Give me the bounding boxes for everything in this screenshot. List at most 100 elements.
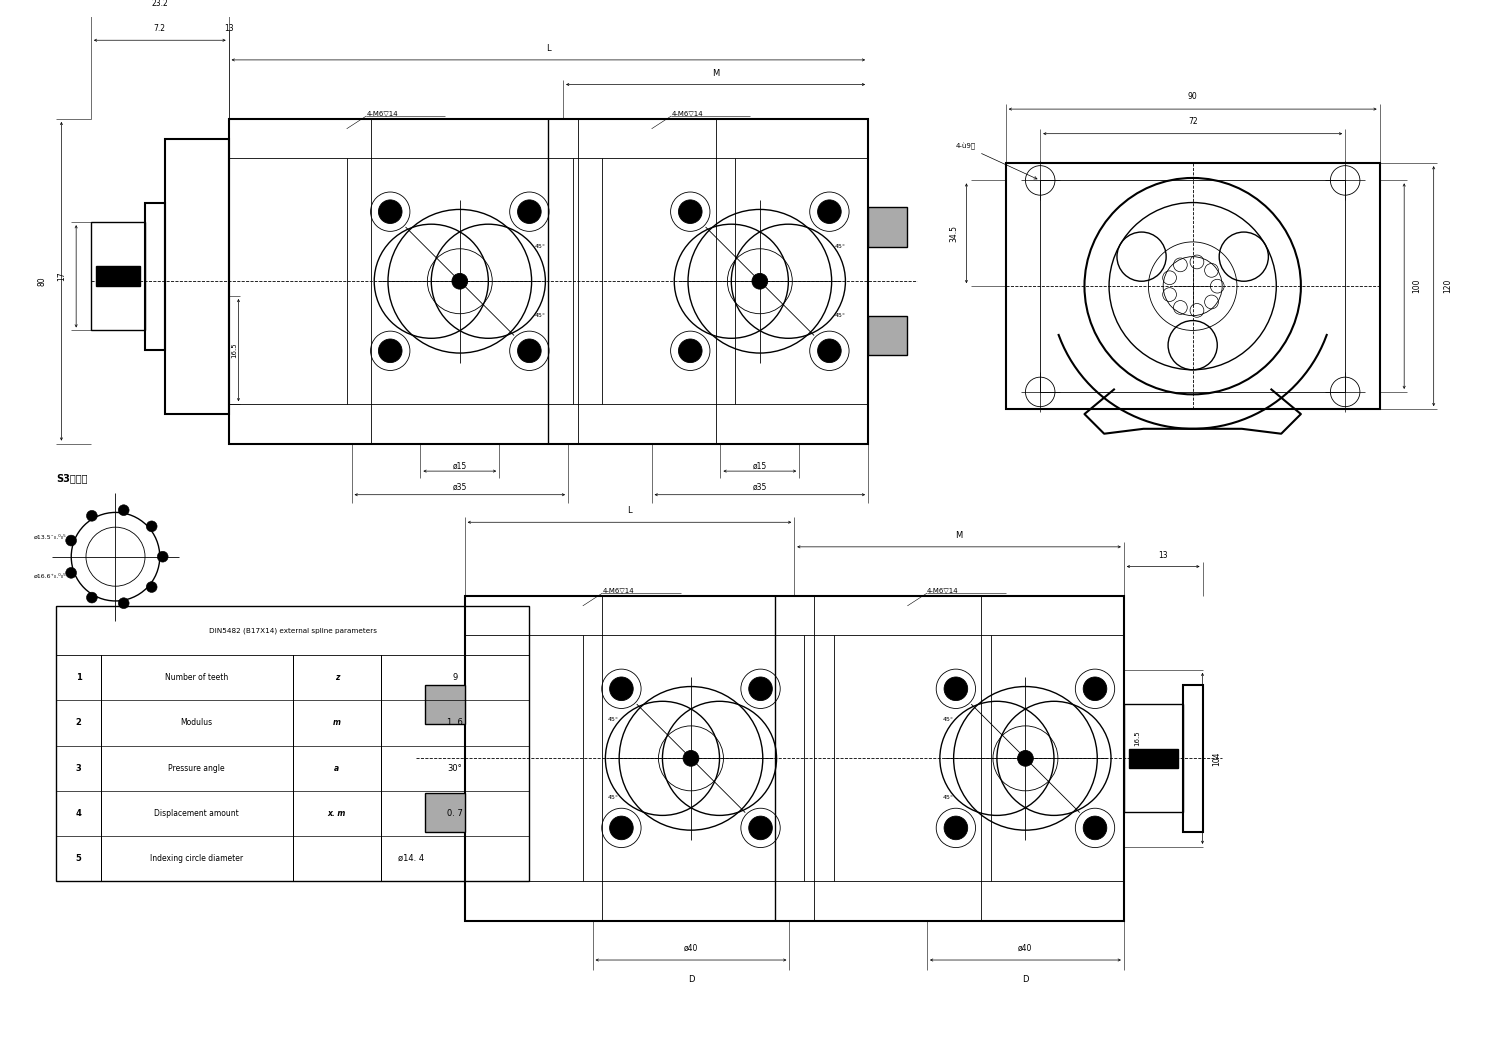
Bar	[228, 119, 868, 444]
Text: 80: 80	[38, 277, 46, 286]
Text: 45°: 45°	[942, 795, 954, 800]
Circle shape	[378, 200, 402, 223]
Circle shape	[678, 339, 702, 363]
Bar	[57, 605, 528, 881]
Circle shape	[1083, 816, 1107, 839]
Circle shape	[378, 339, 402, 363]
Bar	[868, 207, 907, 247]
Text: M: M	[712, 68, 718, 78]
Bar	[426, 793, 465, 832]
Text: ø35: ø35	[453, 483, 466, 492]
Text: Modulus: Modulus	[180, 718, 213, 728]
Bar	[1184, 684, 1203, 832]
Text: D: D	[1022, 975, 1029, 984]
Text: ø16.6⁺₀.⁰₀⁵: ø16.6⁺₀.⁰₀⁵	[33, 573, 66, 579]
Bar	[465, 596, 1124, 920]
Circle shape	[682, 750, 699, 766]
Text: ø15: ø15	[453, 462, 466, 470]
Text: 1: 1	[75, 674, 81, 682]
Text: 30°: 30°	[447, 764, 462, 772]
Text: 45°: 45°	[608, 795, 619, 800]
Text: 45°: 45°	[608, 716, 619, 721]
Text: DIN5482 (B17X14) external spline parameters: DIN5482 (B17X14) external spline paramet…	[209, 627, 376, 634]
Circle shape	[66, 567, 76, 578]
Circle shape	[609, 677, 633, 700]
Text: 16.5: 16.5	[231, 343, 237, 358]
Text: 45°: 45°	[942, 716, 954, 721]
Text: 5: 5	[75, 854, 81, 863]
Text: 72: 72	[1188, 117, 1197, 126]
Circle shape	[1083, 677, 1107, 700]
Circle shape	[118, 504, 129, 516]
Text: 45°: 45°	[534, 313, 546, 318]
Text: ø35: ø35	[753, 483, 766, 492]
Circle shape	[944, 677, 968, 700]
Text: m: m	[333, 718, 340, 728]
Circle shape	[1017, 750, 1034, 766]
Text: 104: 104	[1212, 751, 1221, 766]
Text: 13: 13	[1158, 551, 1168, 560]
Text: Pressure angle: Pressure angle	[168, 764, 225, 772]
Text: 90: 90	[1188, 93, 1197, 101]
Text: 4-ù9通: 4-ù9通	[956, 143, 1036, 179]
Circle shape	[609, 816, 633, 839]
Circle shape	[518, 200, 542, 223]
Bar	[146, 202, 165, 350]
Text: 45°: 45°	[534, 245, 546, 249]
Text: x. m: x. m	[327, 809, 346, 818]
Text: 100: 100	[1412, 279, 1420, 294]
Bar	[1124, 704, 1184, 813]
Circle shape	[452, 273, 468, 289]
Circle shape	[158, 551, 168, 562]
Bar	[92, 222, 146, 331]
Text: ø15: ø15	[753, 462, 766, 470]
Circle shape	[147, 582, 158, 593]
Circle shape	[118, 598, 129, 609]
Text: 0. 7: 0. 7	[447, 809, 464, 818]
Text: ø13.5¯₀.⁰₀⁵: ø13.5¯₀.⁰₀⁵	[33, 534, 66, 539]
Circle shape	[752, 273, 768, 289]
Text: Displacement amount: Displacement amount	[154, 809, 238, 818]
Text: 45°: 45°	[834, 313, 846, 318]
Text: 9: 9	[453, 674, 458, 682]
Circle shape	[87, 593, 98, 603]
Bar	[1007, 163, 1380, 410]
Bar	[1128, 748, 1178, 768]
Text: 23.2: 23.2	[152, 0, 168, 7]
Circle shape	[818, 200, 842, 223]
Text: 4-M6▽14: 4-M6▽14	[366, 110, 398, 116]
Text: 16.5: 16.5	[1134, 731, 1140, 747]
Circle shape	[87, 511, 98, 521]
Text: 4: 4	[75, 809, 81, 818]
Text: 4-M6▽14: 4-M6▽14	[672, 110, 704, 116]
Text: ø40: ø40	[684, 944, 698, 952]
Text: 17: 17	[57, 271, 66, 281]
Text: M: M	[956, 531, 963, 539]
Bar	[96, 266, 140, 286]
Circle shape	[944, 816, 968, 839]
Text: 4-M6▽14: 4-M6▽14	[927, 587, 958, 593]
Text: 7.2: 7.2	[154, 24, 166, 33]
Text: D: D	[687, 975, 694, 984]
Circle shape	[678, 200, 702, 223]
Text: 34.5: 34.5	[950, 225, 958, 242]
Circle shape	[748, 816, 772, 839]
Text: 120: 120	[1443, 279, 1452, 294]
Bar	[165, 138, 228, 414]
Bar	[57, 605, 528, 655]
Text: ø14. 4: ø14. 4	[398, 854, 423, 863]
Text: 4-M6▽14: 4-M6▽14	[603, 587, 634, 593]
Text: Indexing circle diameter: Indexing circle diameter	[150, 854, 243, 863]
Text: 1. 6: 1. 6	[447, 718, 464, 728]
Bar	[868, 316, 907, 355]
Text: 2: 2	[75, 718, 81, 728]
Circle shape	[748, 677, 772, 700]
Text: ø40: ø40	[1019, 944, 1032, 952]
Text: 3: 3	[75, 764, 81, 772]
Text: S3联轴件: S3联轴件	[57, 473, 88, 483]
Text: L: L	[627, 506, 632, 515]
Text: a: a	[334, 764, 339, 772]
Text: L: L	[546, 44, 550, 53]
Text: 45°: 45°	[834, 245, 846, 249]
Circle shape	[147, 521, 158, 532]
